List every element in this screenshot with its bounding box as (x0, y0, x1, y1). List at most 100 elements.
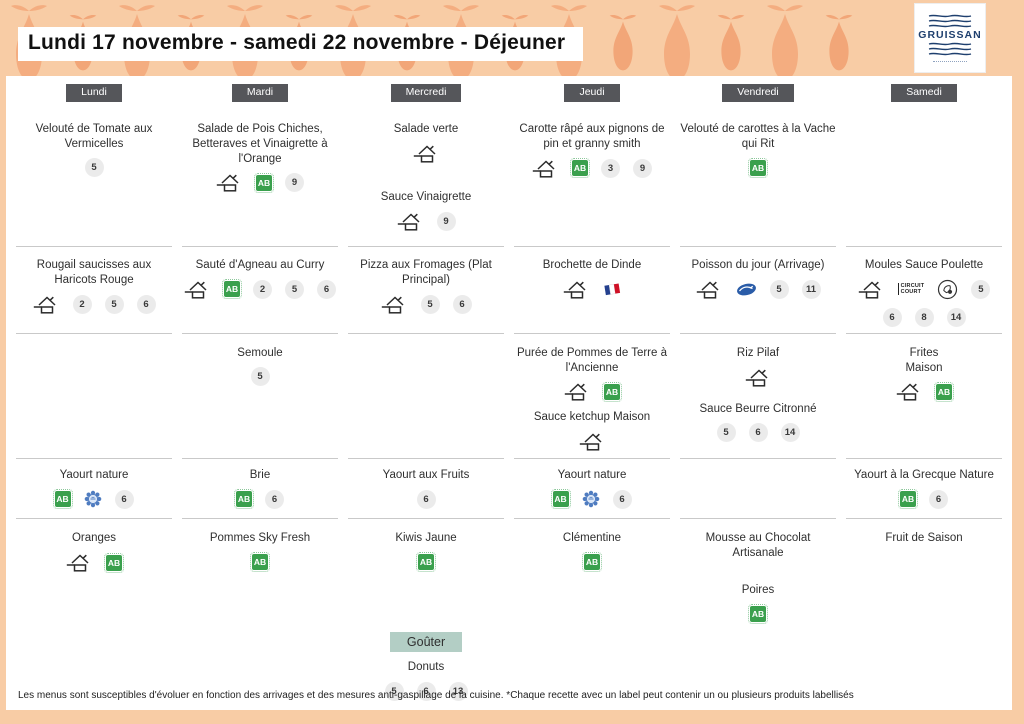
menu-item-label: Riz Pilaf (736, 346, 780, 359)
menu-item-label: Carotte râpé aux pignons de pin et grann… (519, 122, 665, 150)
allergen-badge: 5 (104, 294, 124, 314)
menu-item-label: Frites Maison (905, 346, 943, 374)
pear-decoration (609, 14, 637, 71)
ab-bio-label: AB (748, 604, 768, 625)
cell-mercredi-entree: Salade verte Sauce Vinaigrette 9 (348, 106, 504, 246)
cell-mercredi-plat: Pizza aux Fromages (Plat Principal) 5 6 (348, 245, 504, 334)
day-header-lundi[interactable]: Lundi (66, 84, 122, 102)
menu-item: Donuts 5 6 13 (348, 660, 504, 701)
item-labels-row: 5 11 (680, 279, 836, 300)
item-labels-row (514, 279, 670, 300)
menu-item: Mousse au Chocolat Artisanale (680, 531, 836, 561)
circuit-court-text-2: COURT (900, 289, 922, 296)
allergen-badge: 5 (285, 279, 304, 299)
menu-item: Fruit de Saison (846, 531, 1002, 546)
fait-maison-icon (563, 279, 590, 300)
fait-maison-icon (33, 294, 60, 315)
pear-decoration (825, 14, 853, 71)
menu-item: Sauce Beurre Citronné 5 6 14 (680, 402, 836, 443)
gruissan-logo: GRUISSAN (915, 4, 985, 72)
menu-item-label: Oranges (71, 532, 117, 545)
menu-item-label: Yaourt aux Fruits (382, 469, 470, 482)
allergen-badge: 5 (769, 279, 789, 299)
blue-label-icon (84, 490, 102, 508)
day-header-vendredi[interactable]: Vendredi (722, 84, 794, 102)
cell-lundi-accompagnement (16, 334, 172, 460)
ab-bio-label: AB (550, 489, 571, 510)
ab-bio-icon: AB (748, 604, 768, 625)
allergen-badge: 14 (946, 307, 966, 327)
fait-maison-icon (579, 431, 606, 452)
item-labels-row: AB 6 (182, 489, 338, 510)
menu-row-accompagnement: Semoule 5 Purée de Pommes de Terre à l'Anc… (16, 334, 1002, 460)
menu-item-label: Sauce ketchup Maison (533, 411, 651, 424)
cell-mardi-entree: Salade de Pois Chiches, Betteraves et Vi… (182, 106, 338, 246)
menu-item-label: Donuts (407, 661, 445, 674)
fait-maison-icon (397, 211, 424, 232)
cell-mercredi-dessert: Kiwis Jaune AB (348, 519, 504, 630)
allergen-badge: 5 (84, 158, 104, 178)
item-labels-row (680, 367, 836, 388)
day-header-cell: Mercredi (348, 84, 504, 102)
menu-item: Semoule 5 (182, 346, 338, 387)
allergen-badge: 11 (801, 279, 821, 299)
item-labels-row: AB (514, 381, 670, 402)
logo-text: GRUISSAN (918, 29, 982, 41)
day-header-jeudi[interactable]: Jeudi (564, 84, 620, 102)
menu-item-label: Poisson du jour (Arrivage) (691, 258, 825, 271)
menu-item-label: Brie (249, 469, 271, 482)
menu-item-label: Rougail saucisses aux Haricots Rouge (36, 258, 152, 286)
allergen-badge: 8 (914, 307, 934, 327)
menu-panel: Lundi Mardi Mercredi Jeudi Vendredi Samedi Ve… (6, 76, 1012, 710)
menu-item-label: Semoule (237, 346, 283, 359)
item-labels-row: AB (348, 552, 504, 573)
day-header-mardi[interactable]: Mardi (231, 84, 289, 102)
allergen-badge: 6 (265, 489, 284, 509)
day-header-mercredi[interactable]: Mercredi (390, 84, 462, 102)
item-labels-row: AB 6 (846, 489, 1002, 510)
allergen-badge: 5 (420, 294, 440, 314)
cell-vendredi-plat: Poisson du jour (Arrivage) 5 11 (680, 245, 836, 334)
allergen-badge: 6 (612, 489, 632, 509)
menu-item: Riz Pilaf (680, 346, 836, 388)
fait-maison-icon (381, 294, 408, 315)
item-labels-row: AB 6 (514, 489, 670, 510)
logo-waves-bottom (928, 42, 972, 56)
menu-item-label: Salade de Pois Chiches, Betteraves et Vi… (192, 122, 328, 165)
pear-decoration (767, 5, 803, 76)
cell-jeudi-laitage: Yaourt nature AB 6 (514, 459, 670, 520)
menu-item-label: Sauce Vinaigrette (380, 190, 472, 203)
allergen-badge: 5 (250, 367, 270, 387)
cell-lundi-entree: Velouté de Tomate aux Vermicelles 5 (16, 106, 172, 246)
menu-item: Pommes Sky Fresh AB (182, 531, 338, 573)
allergen-badge: 6 (416, 681, 436, 701)
ab-bio-label: AB (416, 552, 436, 573)
menu-item: Oranges AB (16, 531, 172, 573)
ab-bio-icon: AB (898, 489, 918, 510)
menu-item: Poisson du jour (Arrivage) 5 11 (680, 258, 836, 300)
allergen-badge: 14 (780, 422, 800, 442)
fait-maison-icon (696, 279, 723, 300)
ab-bio-icon: AB (570, 158, 590, 179)
day-header-cell: Jeudi (514, 84, 670, 102)
allergen-badge: 5 (971, 279, 991, 299)
menu-item: Sauté d'Agneau au Curry AB 2 5 6 (182, 258, 338, 300)
allergen-badge: 6 (452, 294, 472, 314)
cell-mardi-dessert: Pommes Sky Fresh AB (182, 519, 338, 630)
cell-samedi-plat: Moules Sauce Poulette CIRCUIT COURT 5 6 8 14 (846, 245, 1002, 334)
cell-samedi-entree (846, 106, 1002, 246)
fait-maison-icon (896, 381, 923, 402)
item-labels-row: AB (680, 157, 836, 178)
allergen-badge: 5 (716, 422, 736, 442)
cell-mardi-accompagnement: Semoule 5 (182, 334, 338, 460)
cell-samedi-dessert: Fruit de Saison (846, 519, 1002, 630)
item-labels-row: 9 (348, 211, 504, 232)
day-header-samedi[interactable]: Samedi (891, 84, 957, 102)
menu-item: Salade verte (348, 122, 504, 164)
menu-item-label: Velouté de carottes à la Vache qui Rit (680, 122, 836, 150)
cell-vendredi-accompagnement: Riz Pilaf Sauce Beurre Citronné 5 6 14 (680, 334, 836, 460)
pear-decoration (717, 14, 745, 71)
menu-item: Velouté de Tomate aux Vermicelles 5 (16, 122, 172, 178)
menu-item-label: Sauté d'Agneau au Curry (195, 258, 325, 271)
allergen-badge: 5 (384, 681, 404, 701)
